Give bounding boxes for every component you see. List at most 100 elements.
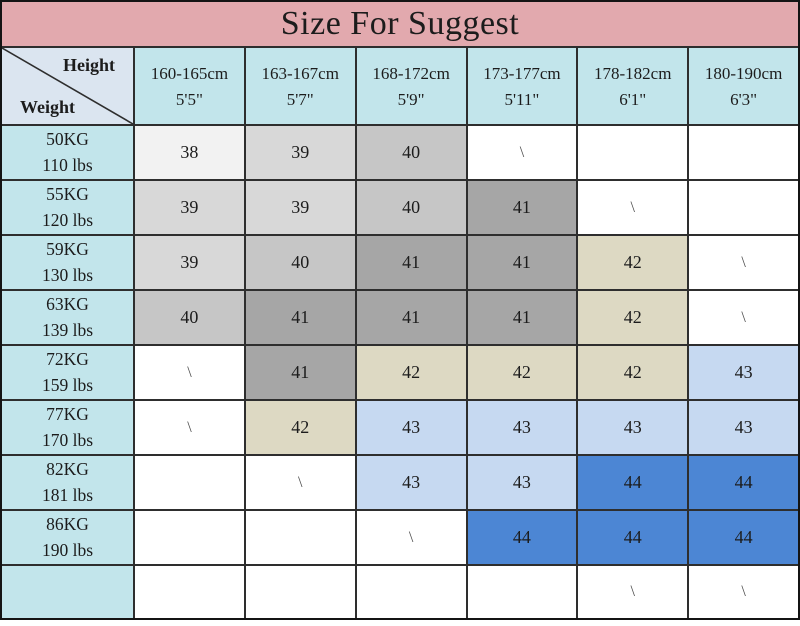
height-feet-label: 6'3" [730, 89, 758, 109]
height-feet-label: 5'11" [504, 89, 540, 109]
size-cell: 39 [135, 181, 244, 234]
empty-cell [689, 181, 798, 234]
weight-lbs-label: 170 lbs [41, 429, 94, 450]
size-cell: 42 [578, 346, 688, 399]
size-cell: 38 [135, 126, 244, 179]
column-header: 163-167cm 5'7" [245, 48, 355, 124]
weight-lbs-label: 110 lbs [42, 154, 93, 175]
empty-cell [356, 566, 466, 618]
empty-cell [467, 566, 577, 618]
na-cell: \ [135, 346, 244, 399]
na-cell: \ [578, 566, 688, 618]
size-cell: 41 [245, 291, 355, 344]
size-cell: 43 [356, 456, 466, 509]
weight-lbs-label: 120 lbs [41, 209, 94, 230]
height-range-label: 163-167cm [261, 63, 339, 83]
weight-kg-label: 59KG [46, 239, 89, 259]
size-cell: 42 [467, 346, 577, 399]
row-label: 59KG 130 lbs [2, 236, 133, 289]
empty-cell [135, 566, 244, 618]
size-cell: 39 [245, 181, 355, 234]
size-cell: 43 [356, 401, 466, 454]
na-cell: \ [689, 236, 798, 289]
corner-weight-label: Weight [20, 97, 76, 117]
weight-lbs-label: 190 lbs [41, 539, 94, 560]
weight-lbs-label: 130 lbs [41, 264, 94, 285]
na-cell: \ [135, 401, 244, 454]
weight-kg-label: 63KG [46, 294, 89, 314]
empty-cell [135, 456, 244, 509]
size-cell: 41 [467, 291, 577, 344]
weight-lbs-label: 181 lbs [41, 484, 94, 505]
diagonal-line [2, 48, 133, 124]
row-label: 72KG 159 lbs [2, 346, 133, 399]
size-cell: 42 [245, 401, 355, 454]
row-label: 86KG 190 lbs [2, 511, 133, 564]
row-label: 50KG 110 lbs [2, 126, 133, 179]
weight-kg-label: 72KG [46, 349, 89, 369]
row-label: 77KG 170 lbs [2, 401, 133, 454]
height-feet-label: 6'1" [619, 89, 647, 109]
column-header: 173-177cm 5'11" [467, 48, 577, 124]
column-header: 180-190cm 6'3" [689, 48, 798, 124]
weight-kg-label: 86KG [46, 514, 89, 534]
size-cell: 44 [578, 511, 688, 564]
empty-cell [135, 511, 244, 564]
size-cell: 43 [689, 346, 798, 399]
na-cell: \ [467, 126, 577, 179]
na-cell: \ [689, 566, 798, 618]
size-cell: 43 [689, 401, 798, 454]
size-cell: 41 [245, 346, 355, 399]
weight-kg-label: 50KG [46, 129, 89, 149]
empty-cell [245, 566, 355, 618]
size-cell: 42 [356, 346, 466, 399]
height-feet-label: 5'5" [175, 89, 203, 109]
corner-cell: Height Weight [2, 48, 133, 124]
empty-cell [578, 126, 688, 179]
size-cell: 39 [135, 236, 244, 289]
size-cell: 42 [578, 291, 688, 344]
na-cell: \ [578, 181, 688, 234]
size-cell: 44 [578, 456, 688, 509]
size-cell: 44 [689, 456, 798, 509]
row-label: 63KG 139 lbs [2, 291, 133, 344]
size-cell: 43 [467, 456, 577, 509]
na-cell: \ [356, 511, 466, 564]
size-cell: 42 [578, 236, 688, 289]
size-cell: 44 [467, 511, 577, 564]
column-header: 160-165cm 5'5" [135, 48, 244, 124]
table-title: Size For Suggest [2, 2, 798, 46]
weight-kg-label: 77KG [46, 404, 89, 424]
size-cell: 39 [245, 126, 355, 179]
height-range-label: 180-190cm [704, 63, 783, 83]
height-range-label: 160-165cm [150, 63, 229, 83]
row-label: 55KG 120 lbs [2, 181, 133, 234]
size-cell: 44 [689, 511, 798, 564]
size-cell: 43 [467, 401, 577, 454]
size-cell: 40 [356, 181, 466, 234]
size-cell: 40 [356, 126, 466, 179]
empty-cell [689, 126, 798, 179]
size-cell: 41 [356, 236, 466, 289]
corner-height-label: Height [63, 55, 115, 75]
na-cell: \ [245, 456, 355, 509]
height-range-label: 168-172cm [372, 63, 450, 83]
size-cell: 41 [356, 291, 466, 344]
height-feet-label: 5'7" [286, 89, 314, 109]
na-cell: \ [689, 291, 798, 344]
weight-lbs-label: 139 lbs [41, 319, 94, 340]
empty-cell [245, 511, 355, 564]
column-header: 168-172cm 5'9" [356, 48, 466, 124]
weight-kg-label: 82KG [46, 459, 89, 479]
row-label [2, 566, 133, 618]
row-label: 82KG 181 lbs [2, 456, 133, 509]
height-feet-label: 5'9" [397, 89, 425, 109]
column-header: 178-182cm 6'1" [578, 48, 688, 124]
size-cell: 40 [135, 291, 244, 344]
height-range-label: 178-182cm [594, 63, 672, 83]
height-range-label: 173-177cm [483, 63, 561, 83]
weight-kg-label: 55KG [46, 184, 89, 204]
size-cell: 41 [467, 181, 577, 234]
